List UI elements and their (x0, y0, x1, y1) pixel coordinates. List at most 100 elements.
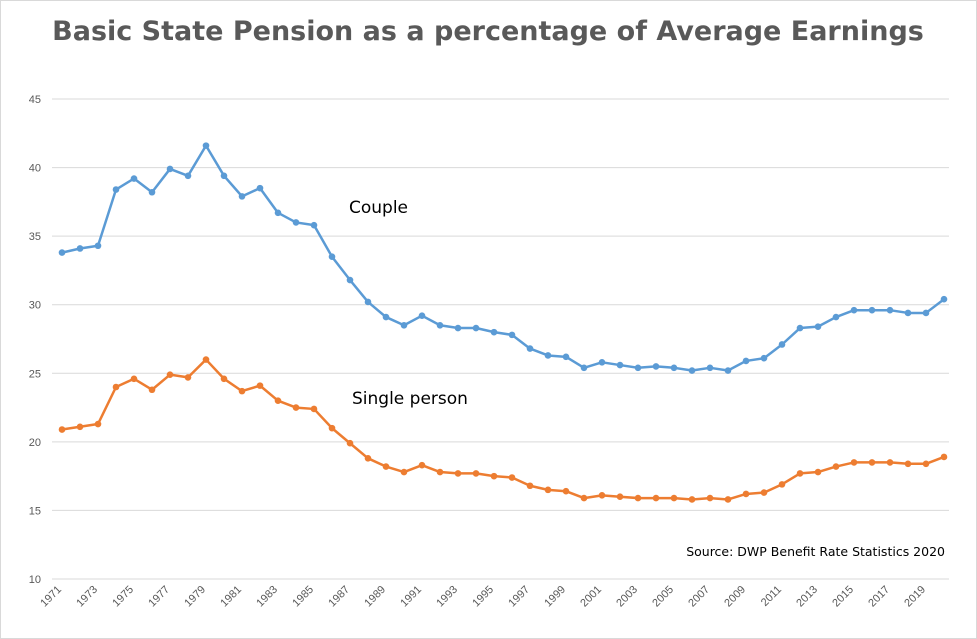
data-point-couple-1980 (220, 172, 228, 180)
data-point-single-person-1979 (202, 356, 210, 363)
data-point-single-person-1990 (400, 468, 408, 476)
data-point-single-person-2004 (652, 494, 660, 502)
data-point-single-person-1971 (58, 426, 66, 433)
data-point-single-person-2000 (580, 494, 588, 502)
data-point-couple-2008 (724, 367, 732, 374)
y-tick-label-30: 30 (29, 300, 41, 312)
data-point-couple-1984 (292, 219, 300, 226)
data-point-couple-1974 (112, 186, 120, 193)
data-point-single-person-2006 (688, 496, 696, 503)
y-axis-tick-labels: 10 15 20 25 30 35 40 45 (29, 94, 41, 586)
data-point-single-person-1984 (292, 404, 300, 411)
data-point-single-person-2013 (814, 468, 822, 476)
data-point-single-person-2002 (616, 493, 624, 501)
data-point-single-person-1981 (238, 387, 246, 395)
data-point-couple-1991 (418, 312, 426, 319)
data-point-couple-1989 (382, 313, 390, 321)
data-point-couple-2014 (832, 313, 840, 321)
y-tick-label-20: 20 (29, 437, 41, 449)
y-tick-label-35: 35 (29, 231, 41, 243)
data-point-single-person-1997 (526, 482, 534, 490)
data-point-single-person-1973 (94, 420, 102, 428)
data-point-single-person-2011 (778, 481, 786, 488)
data-point-couple-2013 (814, 323, 822, 330)
data-point-couple-1986 (328, 253, 336, 261)
source-note: Source: DWP Benefit Rate Statistics 2020 (686, 544, 945, 559)
data-point-single-person-1982 (256, 382, 264, 389)
data-point-couple-1982 (256, 184, 264, 192)
data-point-couple-1972 (76, 245, 84, 252)
data-point-single-person-1976 (148, 386, 156, 394)
data-point-single-person-1994 (472, 470, 480, 477)
data-point-couple-1996 (508, 331, 516, 339)
data-point-couple-2007 (706, 364, 714, 372)
data-point-single-person-2019 (922, 460, 930, 468)
data-point-couple-1995 (490, 328, 498, 336)
data-point-couple-1971 (58, 249, 66, 256)
data-point-single-person-1972 (76, 423, 84, 431)
data-point-couple-1999 (562, 353, 570, 361)
data-point-single-person-1996 (508, 474, 516, 481)
data-point-single-person-1980 (220, 375, 228, 383)
y-tick-label-25: 25 (29, 368, 41, 380)
data-point-single-person-1988 (364, 455, 372, 462)
data-point-couple-2020 (940, 295, 948, 303)
data-point-single-person-2016 (868, 459, 876, 466)
series-couple (58, 142, 948, 374)
y-tick-label-15: 15 (29, 505, 41, 517)
data-point-single-person-1978 (184, 374, 192, 381)
data-point-single-person-1974 (112, 383, 120, 391)
data-point-couple-2017 (886, 306, 894, 314)
y-tick-label-45: 45 (29, 94, 41, 106)
data-point-couple-2006 (688, 367, 696, 374)
single-person-series-label: Single person (352, 389, 468, 409)
data-point-couple-1977 (166, 165, 174, 173)
data-point-single-person-2017 (886, 459, 894, 466)
data-point-single-person-1975 (130, 375, 138, 383)
data-point-single-person-1985 (310, 405, 318, 413)
data-point-couple-1979 (202, 142, 210, 149)
data-point-single-person-2001 (598, 492, 606, 499)
series-single-person (58, 356, 948, 503)
data-point-couple-1993 (454, 324, 462, 332)
data-point-single-person-1989 (382, 463, 390, 470)
couple-series-label: Couple (349, 198, 408, 218)
data-point-single-person-1993 (454, 470, 462, 477)
data-point-couple-1978 (184, 172, 192, 180)
data-point-couple-1998 (544, 352, 552, 359)
data-point-single-person-1995 (490, 472, 498, 480)
data-point-single-person-1983 (274, 397, 282, 405)
data-point-couple-2000 (580, 364, 588, 372)
data-point-single-person-1986 (328, 424, 336, 432)
data-point-couple-1975 (130, 175, 138, 182)
data-point-couple-1990 (400, 321, 408, 329)
data-point-single-person-2020 (940, 453, 948, 461)
y-tick-label-10: 10 (29, 574, 41, 586)
data-point-single-person-1977 (166, 371, 174, 378)
data-point-couple-2016 (868, 306, 876, 314)
data-point-couple-2010 (760, 354, 768, 362)
data-point-single-person-1992 (436, 468, 444, 476)
data-point-single-person-1991 (418, 461, 426, 469)
gridlines (52, 98, 949, 580)
data-point-single-person-1998 (544, 486, 552, 494)
data-point-couple-2001 (598, 359, 606, 366)
data-point-single-person-1999 (562, 487, 570, 495)
data-point-single-person-1987 (346, 439, 354, 447)
data-point-couple-1976 (148, 188, 156, 196)
y-tick-label-40: 40 (29, 163, 41, 175)
data-point-couple-1973 (94, 242, 102, 250)
series-line-single-person (60, 358, 946, 501)
chart-title: Basic State Pension as a percentage of A… (52, 16, 924, 47)
data-point-couple-2012 (796, 324, 804, 332)
data-point-couple-2004 (652, 363, 660, 370)
data-point-single-person-2008 (724, 496, 732, 503)
data-point-couple-1987 (346, 276, 354, 284)
data-point-single-person-2015 (850, 459, 858, 466)
data-point-couple-2002 (616, 361, 624, 369)
data-point-couple-1983 (274, 209, 282, 217)
data-point-couple-2009 (742, 357, 750, 365)
data-point-couple-1985 (310, 221, 318, 229)
